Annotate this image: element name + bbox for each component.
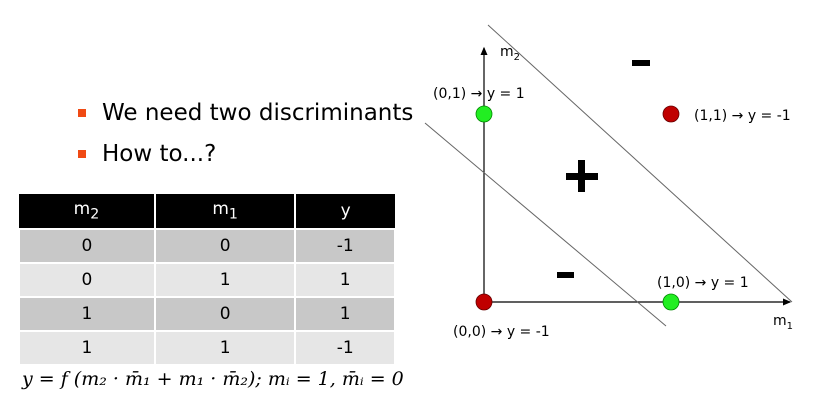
- cell: 1: [153, 330, 297, 366]
- x-axis-label: m1: [773, 313, 793, 332]
- bullet-item: How to...?: [78, 141, 216, 167]
- cell: 0: [18, 262, 156, 298]
- cell: 0: [18, 228, 156, 264]
- point-1-1: [662, 105, 680, 123]
- y-axis-label: m2: [500, 44, 520, 63]
- bullet-text: How to...?: [102, 141, 217, 167]
- point-label-0-1: (0,1) → y = 1: [433, 86, 525, 102]
- point-label-1-1: (1,1) → y = -1: [694, 108, 791, 124]
- cell: 1: [294, 262, 396, 298]
- point-label-1-0: (1,0) → y = 1: [657, 275, 749, 291]
- bullet-item: We need two discriminants: [78, 100, 413, 126]
- header-m1: m1: [154, 194, 297, 229]
- bullet-square-icon: [78, 150, 86, 158]
- region-minus-top: [632, 60, 650, 66]
- point-0-1: [475, 105, 493, 123]
- region-minus-bottom: [557, 272, 574, 278]
- cell: 1: [294, 296, 396, 332]
- discriminant-line-2: [424, 122, 667, 327]
- point-1-0: [662, 293, 680, 311]
- cell: 0: [153, 228, 297, 264]
- cell: 0: [153, 296, 297, 332]
- point-label-0-0: (0,0) → y = -1: [453, 324, 550, 340]
- formula: y = f (m₂ · m̄₁ + m₁ · m̄₂); mᵢ = 1, m̄ᵢ…: [22, 368, 404, 390]
- cell: -1: [294, 330, 396, 366]
- cell: 1: [18, 330, 156, 366]
- bullet-square-icon: [78, 109, 86, 117]
- cell: 1: [153, 262, 297, 298]
- bullet-text: We need two discriminants: [102, 100, 414, 126]
- header-m2: m2: [19, 194, 156, 229]
- point-0-0: [475, 293, 493, 311]
- table-row: 0 0 -1: [18, 228, 396, 264]
- discriminant-line-1: [487, 24, 793, 303]
- table-row: 1 1 -1: [18, 330, 396, 366]
- region-plus: [566, 160, 598, 192]
- cell: 1: [18, 296, 156, 332]
- cell: -1: [294, 228, 396, 264]
- header-y: y: [295, 194, 395, 229]
